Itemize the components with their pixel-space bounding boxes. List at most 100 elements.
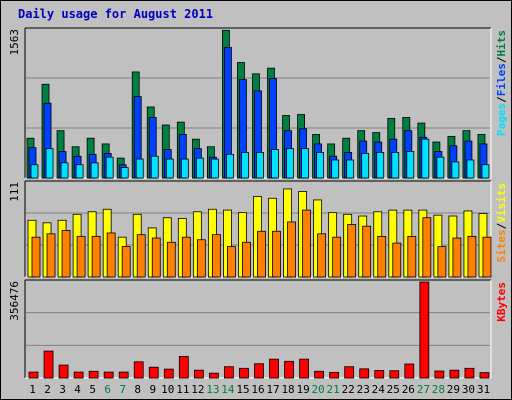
- kbytes-bar: [284, 360, 294, 379]
- sites-bar: [452, 237, 462, 278]
- y-max-label: 356476: [8, 281, 21, 321]
- kbytes-bar: [359, 368, 370, 379]
- pages-bar: [45, 148, 54, 179]
- sites-bar: [31, 236, 41, 278]
- x-tick-label: 30: [462, 383, 475, 396]
- legend-entry: /: [495, 222, 508, 229]
- x-tick-label: 6: [104, 383, 111, 396]
- kbytes-bar: [118, 371, 129, 379]
- sites-bar: [196, 239, 206, 278]
- legend-entry: Sites: [495, 229, 508, 262]
- legend-entry: Visits: [495, 183, 508, 223]
- pages-bar: [210, 158, 219, 179]
- x-tick-label: 13: [206, 383, 219, 396]
- kbytes-bar: [314, 370, 325, 379]
- kbytes-bar: [449, 369, 460, 379]
- kbytes-bar: [464, 367, 475, 379]
- x-tick-label: 23: [357, 383, 370, 396]
- legend-label: KBytes: [495, 282, 508, 322]
- kbytes-bar: [269, 358, 279, 379]
- pages-bar: [331, 159, 340, 179]
- pages-bar: [436, 156, 445, 179]
- chart-title: Daily usage for August 2011: [18, 7, 214, 21]
- x-tick-label: 9: [149, 383, 156, 396]
- sites-bar: [61, 230, 71, 278]
- pages-bar: [421, 138, 430, 179]
- x-tick-label: 15: [236, 383, 249, 396]
- pages-bar: [60, 162, 69, 179]
- sites-bar: [181, 236, 191, 278]
- x-tick-label: 19: [296, 383, 309, 396]
- kbytes-bar: [163, 368, 174, 379]
- kbytes-bar: [103, 371, 114, 379]
- x-tick-label: 28: [432, 383, 445, 396]
- x-tick-label: 22: [342, 383, 355, 396]
- pages-bar: [241, 152, 249, 179]
- kbytes-bar: [208, 372, 219, 379]
- kbytes-bar: [239, 367, 249, 379]
- x-tick-label: 18: [281, 383, 294, 396]
- y-max-label: 111: [8, 182, 21, 202]
- x-tick-label: 8: [134, 383, 141, 396]
- sites-bar: [211, 234, 221, 278]
- sites-bar: [106, 232, 116, 278]
- sites-bar: [332, 236, 342, 278]
- kbytes-bar: [434, 370, 445, 379]
- x-tick-label: 2: [44, 383, 51, 396]
- x-tick-label: 21: [327, 383, 340, 396]
- kbytes-bar: [224, 366, 234, 379]
- sites-bar: [347, 224, 357, 278]
- x-tick-label: 5: [89, 383, 96, 396]
- sites-bar: [362, 225, 372, 278]
- pages-bar: [466, 159, 475, 179]
- pages-bar: [90, 162, 99, 179]
- x-tick-label: 14: [221, 383, 235, 396]
- pages-bar: [451, 161, 460, 179]
- pages-bar: [180, 158, 189, 179]
- pages-bar: [301, 148, 309, 179]
- kbytes-bar: [43, 350, 54, 379]
- sites-bar: [407, 235, 417, 278]
- x-tick-label: 24: [372, 383, 386, 396]
- kbytes-bar: [329, 371, 340, 379]
- x-tick-label: 11: [176, 383, 189, 396]
- sites-bar: [46, 233, 56, 278]
- legend-entry: /: [495, 56, 508, 63]
- y-max-label: 1563: [8, 29, 21, 56]
- x-tick-label: 16: [251, 383, 264, 396]
- sites-bar: [151, 237, 161, 278]
- kbytes-bar: [344, 366, 355, 379]
- sites-bar: [467, 235, 477, 278]
- pages-bar: [135, 158, 144, 179]
- kbytes-bar: [193, 369, 204, 379]
- pages-bar: [361, 152, 370, 179]
- sites-bar: [76, 235, 86, 278]
- x-tick-label: 31: [477, 383, 490, 396]
- sites-bar: [302, 209, 311, 278]
- sites-bar: [377, 235, 387, 278]
- x-tick-label: 29: [447, 383, 460, 396]
- pages-bar: [406, 151, 415, 179]
- sites-bar: [317, 233, 327, 278]
- legend-entry: Pages: [495, 103, 508, 136]
- x-tick-label: 1: [29, 383, 36, 396]
- pages-bar: [120, 167, 129, 179]
- sites-bar: [166, 241, 176, 278]
- pages-bar: [195, 157, 204, 179]
- kbytes-bar: [389, 370, 400, 379]
- sites-bar: [91, 235, 101, 278]
- kbytes-bar: [254, 363, 264, 379]
- sites-bar: [422, 217, 432, 278]
- legend-label: Sites/Visits: [495, 183, 508, 263]
- pages-bar: [30, 164, 39, 179]
- x-tick-label: 3: [59, 383, 66, 396]
- pages-bar: [105, 156, 114, 179]
- x-tick-label: 12: [191, 383, 204, 396]
- sites-bar: [227, 246, 236, 278]
- sites-bar: [257, 230, 266, 278]
- pages-bar: [391, 152, 400, 179]
- legend-entry: KBytes: [495, 282, 508, 322]
- pages-bar: [75, 164, 84, 179]
- x-tick-label: 7: [119, 383, 126, 396]
